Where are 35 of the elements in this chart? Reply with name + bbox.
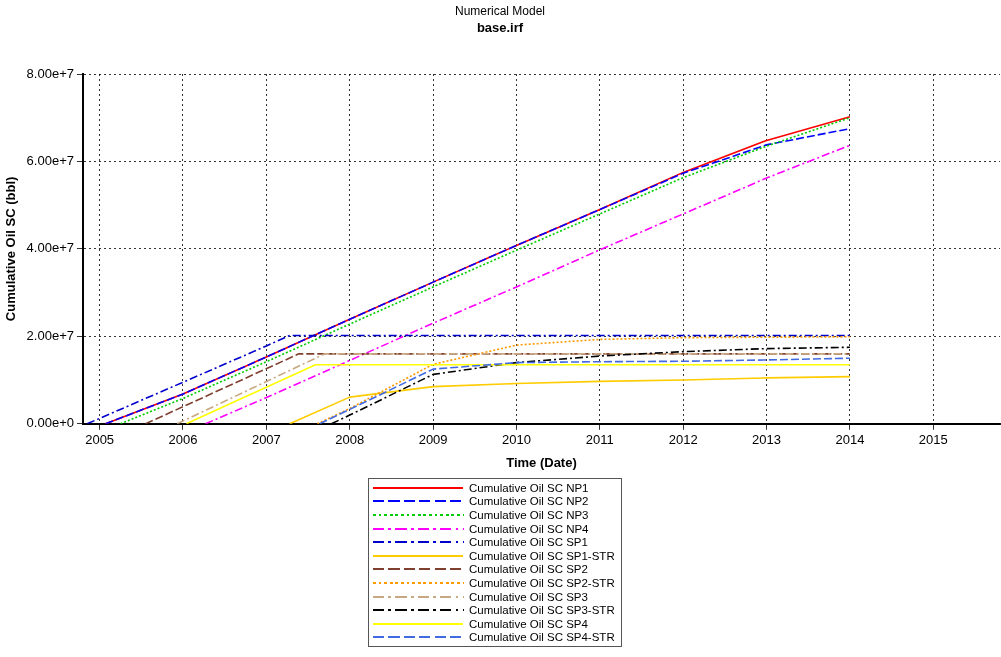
legend-label: Cumulative Oil SC SP4-STR [469, 631, 615, 644]
y-tick-label: 2.00e+7 [26, 327, 74, 343]
chart-title: Numerical Model [454, 3, 546, 18]
legend-label: Cumulative Oil SC NP3 [469, 508, 589, 521]
y-tick-label: 0.00e+0 [26, 415, 74, 431]
x-tick-label: 2015 [918, 432, 948, 448]
legend-label: Cumulative Oil SC SP4 [469, 617, 588, 630]
x-tick-label: 2005 [85, 432, 115, 448]
x-tick-label: 2011 [585, 432, 614, 448]
line-series [86, 334, 851, 424]
line-series [318, 357, 851, 424]
x-axis-title: Time (Date) [506, 454, 577, 470]
y-tick-label: 8.00e+7 [26, 65, 74, 81]
x-tick-label: 2014 [835, 432, 865, 448]
legend-label: Cumulative Oil SC SP1-STR [469, 549, 615, 562]
legend-label: Cumulative Oil SC SP1 [469, 536, 588, 549]
x-tick-label: 2009 [418, 432, 448, 448]
x-tick-label: 2006 [168, 432, 198, 448]
y-axis-title: Cumulative Oil SC (bbl) [3, 176, 19, 322]
legend-label: Cumulative Oil SC SP2-STR [469, 576, 615, 589]
line-series [204, 144, 851, 424]
y-tick-label: 4.00e+7 [26, 240, 74, 256]
legend-label: Cumulative Oil SC NP2 [469, 495, 589, 508]
legend-label: Cumulative Oil SC NP4 [469, 522, 589, 535]
legend-label: Cumulative Oil SC SP3-STR [469, 604, 615, 617]
legend-label: Cumulative Oil SC SP3 [469, 590, 588, 603]
x-tick-label: 2007 [251, 432, 281, 448]
x-tick-label: 2008 [335, 432, 365, 448]
legend-label: Cumulative Oil SC NP1 [469, 481, 589, 494]
x-tick-label: 2012 [668, 432, 698, 448]
y-tick-label: 6.00e+7 [26, 153, 74, 169]
x-tick-label: 2013 [752, 432, 782, 448]
x-tick-label: 2010 [502, 432, 531, 448]
legend-label: Cumulative Oil SC SP2 [469, 563, 588, 576]
chart-subtitle: base.irf [476, 19, 524, 35]
